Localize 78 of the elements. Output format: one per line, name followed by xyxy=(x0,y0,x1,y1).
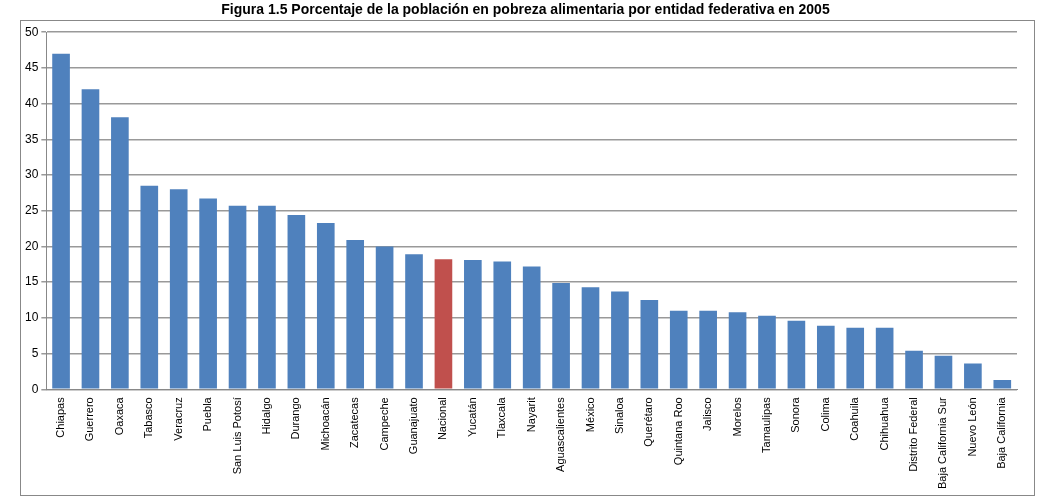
bar xyxy=(581,287,600,389)
x-tick-label: Jalisco xyxy=(701,397,714,431)
bar xyxy=(787,320,806,389)
bar xyxy=(316,222,335,389)
y-tick-label: 40 xyxy=(24,95,39,110)
bar xyxy=(493,261,512,389)
x-tick-label: Guanajuato xyxy=(407,397,420,455)
bar xyxy=(640,300,659,389)
bar xyxy=(140,185,159,389)
x-tick-label: Distrito Federal xyxy=(907,397,920,472)
x-tick-label: Quintana Roo xyxy=(671,397,684,466)
bar xyxy=(934,355,953,389)
x-tick-label: Baja California Sur xyxy=(936,396,949,490)
bar xyxy=(287,215,306,389)
bar xyxy=(611,291,629,389)
bar xyxy=(699,310,717,389)
x-tick-label: Baja California xyxy=(995,396,1008,469)
bar xyxy=(81,89,100,389)
x-tick-label: San Luis Potosí xyxy=(230,397,243,475)
x-tick-label: Nacional xyxy=(436,397,449,441)
x-tick-label: México xyxy=(583,397,596,433)
y-tick-label: 50 xyxy=(24,24,39,39)
bar xyxy=(199,198,217,389)
bar xyxy=(258,205,276,389)
x-tick-label: Durango xyxy=(289,397,302,440)
x-tick-label: Tabasco xyxy=(142,397,155,439)
y-tick-label: 15 xyxy=(24,274,39,289)
bar xyxy=(111,117,129,389)
bar xyxy=(346,240,365,389)
x-tick-label: Veracruz xyxy=(171,397,184,441)
x-tick-label: Campeche xyxy=(377,397,390,451)
y-tick-label: 20 xyxy=(24,238,39,253)
bar xyxy=(728,312,747,389)
y-tick-label: 35 xyxy=(24,131,39,146)
x-tick-label: Guerrero xyxy=(83,397,96,442)
bar xyxy=(875,327,894,389)
bar xyxy=(52,53,70,389)
bar xyxy=(522,266,541,389)
x-tick-label: Morelos xyxy=(730,396,743,437)
bar xyxy=(375,246,394,389)
y-tick-label: 0 xyxy=(31,381,39,396)
bar xyxy=(464,260,482,389)
x-tick-label: Tamaulipas xyxy=(760,396,773,453)
x-tick-label: Tlaxcala xyxy=(495,396,508,439)
x-tick-label: Querétaro xyxy=(642,397,655,447)
x-tick-label: Michoacán xyxy=(318,397,331,451)
x-tick-label: Colima xyxy=(818,396,831,432)
bar xyxy=(405,254,423,389)
x-tick-label: Zacatecas xyxy=(348,396,361,449)
bar xyxy=(993,380,1012,389)
bar xyxy=(816,325,835,389)
x-tick-label: Oaxaca xyxy=(112,396,125,436)
x-tick-label: Aguascalientes xyxy=(554,396,567,472)
bar xyxy=(758,315,776,389)
x-tick-label: Chihuahua xyxy=(877,396,890,451)
bar xyxy=(669,310,688,389)
chart-title: Figura 1.5 Porcentaje de la población en pobreza alimentaria por entidad federativa en 2005 xyxy=(220,0,831,18)
y-tick-label: 25 xyxy=(24,203,39,218)
bar xyxy=(552,282,570,389)
x-tick-label: Sinaloa xyxy=(612,396,625,434)
bar xyxy=(169,189,188,389)
x-tick-label: Sonora xyxy=(789,396,802,433)
bar xyxy=(964,363,982,389)
x-tick-label: Nayarit xyxy=(524,397,537,433)
x-tick-label: Chiapas xyxy=(54,396,67,438)
bar xyxy=(846,327,865,389)
y-tick-label: 30 xyxy=(24,167,39,182)
x-tick-label: Coahuila xyxy=(848,396,861,441)
x-tick-label: Nuevo León xyxy=(965,397,978,457)
bar xyxy=(905,350,923,389)
y-tick-label: 5 xyxy=(31,345,39,360)
y-tick-label: 10 xyxy=(24,310,39,325)
x-tick-label: Yucatán xyxy=(465,397,478,438)
x-tick-label: Puebla xyxy=(201,396,214,432)
bar xyxy=(434,259,453,389)
y-tick-label: 45 xyxy=(24,60,39,75)
x-tick-label: Hidalgo xyxy=(259,397,272,435)
bar xyxy=(228,205,247,389)
